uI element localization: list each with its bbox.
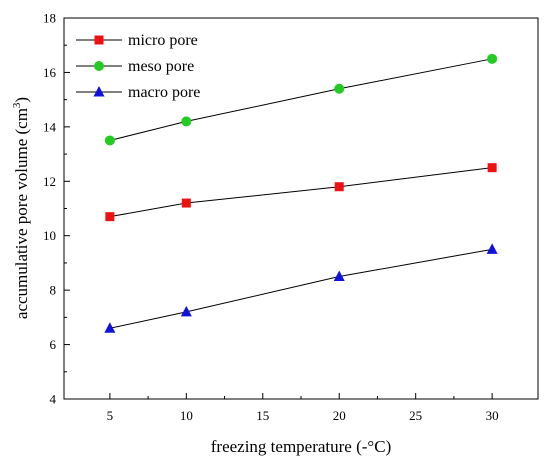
- y-axis-title-superscript: 3: [11, 102, 23, 108]
- x-tick-label: 5: [107, 408, 114, 423]
- series-line: [109, 58, 493, 141]
- data-point: [181, 198, 191, 208]
- legend-marker: [94, 35, 104, 45]
- data-point: [104, 135, 115, 146]
- data-point: [333, 270, 345, 282]
- legend-label: macro pore: [128, 84, 200, 101]
- y-tick-label: 6: [50, 337, 57, 352]
- series-lines: [109, 58, 493, 329]
- x-axis-title: freezing temperature (-°C): [211, 437, 391, 456]
- data-point: [334, 182, 344, 192]
- data-point: [487, 53, 498, 64]
- data-point: [334, 83, 345, 94]
- y-tick-label: 18: [43, 11, 56, 26]
- x-tick-label: 30: [486, 408, 499, 423]
- legend: micro pore meso pore macro pore: [76, 32, 200, 101]
- data-point: [105, 212, 115, 222]
- y-axis-title: accumulative pore volume (cm3): [11, 97, 31, 319]
- x-tick-label: 15: [256, 408, 269, 423]
- x-tick-label: 25: [409, 408, 422, 423]
- legend-label: meso pore: [128, 58, 194, 75]
- series-markers: [104, 53, 498, 333]
- legend-marker: [93, 86, 105, 97]
- data-point: [486, 243, 498, 254]
- y-tick-label: 12: [43, 174, 56, 189]
- x-tick-label: 20: [333, 408, 346, 423]
- legend-marker: [94, 61, 104, 71]
- data-point: [181, 116, 192, 127]
- y-axis-ticks: 4 6 8 10 12 14 16 18: [43, 11, 70, 407]
- data-point: [487, 163, 497, 173]
- legend-label: micro pore: [128, 32, 198, 49]
- y-axis-title-main: accumulative pore volume (cm: [12, 108, 31, 319]
- y-axis-title-close: ): [12, 97, 31, 103]
- plot-frame: [63, 17, 539, 400]
- series-line: [109, 248, 493, 329]
- series-line: [109, 167, 493, 218]
- y-tick-label: 14: [43, 119, 57, 134]
- x-axis-ticks: 5 10 15 20 25 30: [107, 393, 499, 423]
- y-tick-label: 10: [43, 228, 56, 243]
- data-point: [180, 305, 192, 317]
- x-tick-label: 10: [180, 408, 193, 423]
- y-tick-label: 4: [50, 392, 57, 407]
- y-tick-label: 16: [43, 65, 57, 80]
- data-point: [104, 322, 116, 333]
- y-tick-label: 8: [50, 283, 57, 298]
